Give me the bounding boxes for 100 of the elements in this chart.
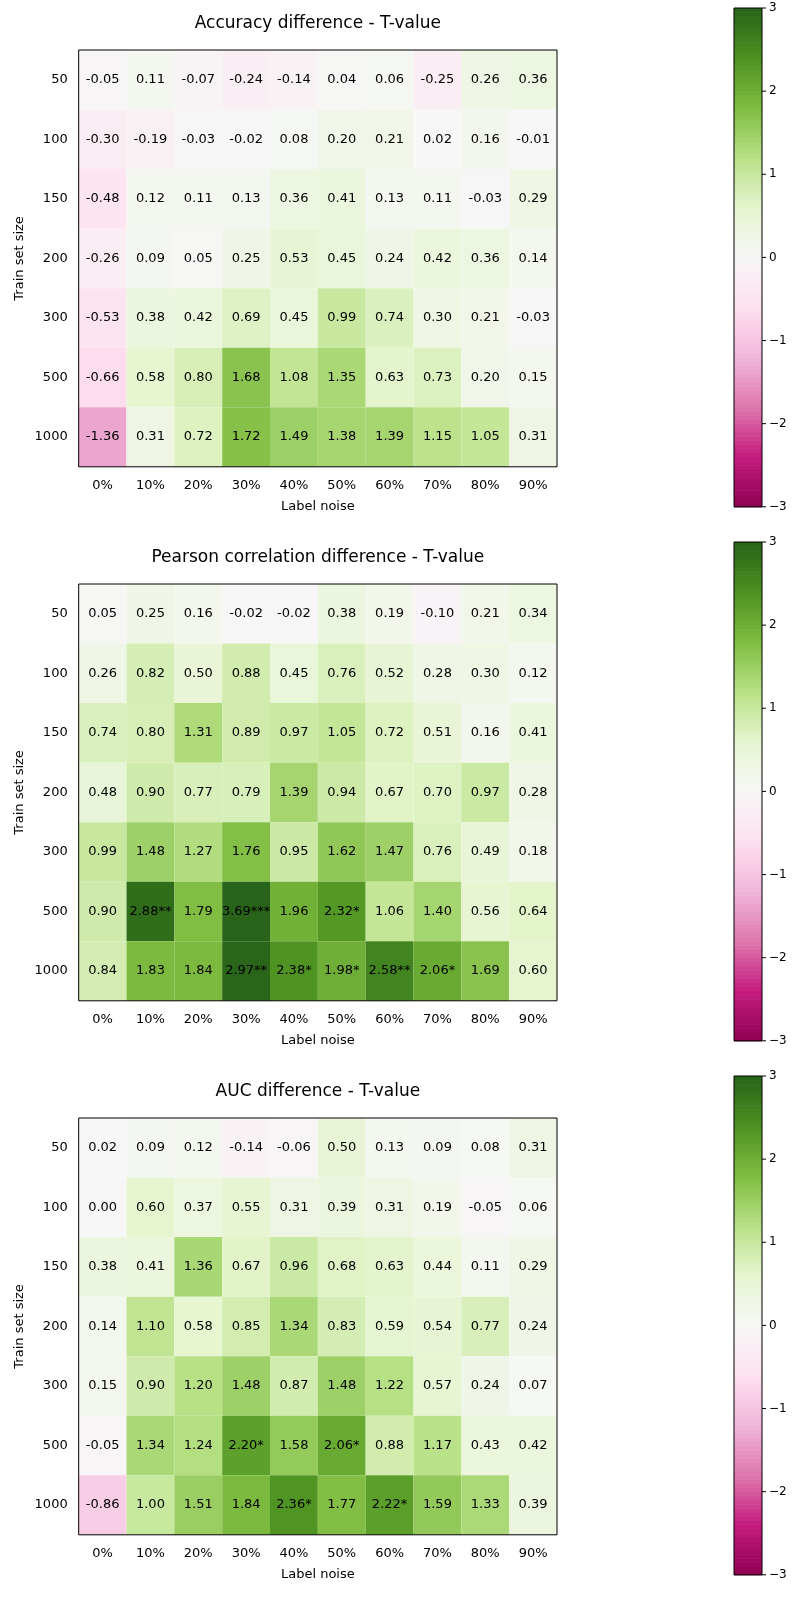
data-label: 0.02: [422, 130, 452, 146]
data-label: 0.42: [422, 249, 452, 265]
x-tick-label: 50%: [327, 1010, 357, 1026]
data-label: 1.24: [183, 1436, 213, 1452]
x-tick-label: 40%: [279, 1010, 309, 1026]
y-tick-label: 200: [42, 249, 68, 265]
data-label: 0.41: [135, 1258, 165, 1274]
data-label: 1.48: [327, 1377, 357, 1393]
data-label: 0.20: [470, 368, 500, 384]
data-label: 0.13: [231, 190, 261, 206]
data-label: 0.05: [88, 605, 118, 621]
x-tick-label: 90%: [518, 1010, 548, 1026]
data-label: 0.44: [422, 1258, 452, 1274]
data-label: -0.14: [277, 71, 311, 87]
data-label: 0.20: [327, 130, 357, 146]
data-label: 0.29: [518, 190, 548, 206]
data-label: 0.42: [183, 309, 213, 325]
data-label: 0.34: [518, 605, 548, 621]
x-tick-label: 50%: [327, 1544, 357, 1560]
x-tick-label: 30%: [231, 1010, 261, 1026]
data-label: 0.70: [422, 783, 452, 799]
y-tick-label: 200: [42, 783, 68, 799]
data-label: 0.97: [279, 724, 309, 740]
data-label: 0.41: [518, 724, 548, 740]
data-label: 1.76: [231, 843, 261, 859]
data-label: 1.17: [422, 1436, 452, 1452]
x-tick-label: 70%: [422, 476, 452, 492]
data-label: 2.06*: [419, 962, 456, 978]
data-label: 0.88: [375, 1436, 405, 1452]
y-tick-label: 50: [51, 605, 68, 621]
data-label: 1.48: [231, 1377, 261, 1393]
data-label: 0.94: [327, 783, 357, 799]
data-label: 0.15: [88, 1377, 118, 1393]
data-label: 1.62: [327, 843, 357, 859]
data-label: 1.39: [279, 783, 309, 799]
data-label: 1.48: [135, 843, 165, 859]
y-tick-label: 500: [42, 902, 68, 918]
chart-title: Pearson correlation difference - T-value: [151, 546, 485, 566]
data-label: 0.21: [470, 605, 500, 621]
data-label: -0.03: [516, 309, 550, 325]
data-label: 0.52: [375, 664, 405, 680]
data-label: 0.49: [470, 843, 500, 859]
data-label: 0.80: [183, 368, 213, 384]
data-label: 0.84: [88, 962, 118, 978]
color-bar-label: 1: [769, 1234, 777, 1249]
data-label: 0.55: [231, 1198, 261, 1214]
data-label: 0.30: [422, 309, 452, 325]
color-bar-label: −3: [769, 498, 787, 513]
data-label: 1.58: [279, 1436, 309, 1452]
data-label: 0.16: [470, 724, 500, 740]
data-label: 0.77: [183, 783, 213, 799]
y-axis-title: Train set size: [11, 216, 27, 302]
data-label: 2.88**: [129, 902, 172, 918]
data-label: 0.99: [88, 843, 118, 859]
data-label: 2.36*: [276, 1496, 313, 1512]
data-label: -0.48: [85, 190, 120, 206]
data-label: 0.90: [88, 902, 118, 918]
y-axis-title: Train set size: [11, 750, 27, 836]
color-bar-label: 2: [769, 83, 777, 98]
data-label: 1.27: [183, 843, 213, 859]
y-tick-label: 100: [42, 130, 68, 146]
data-label: 1.39: [375, 428, 405, 444]
data-label: 0.12: [135, 190, 165, 206]
data-label: 0.45: [327, 249, 357, 265]
color-bar-label: −1: [769, 332, 787, 347]
x-tick-label: 30%: [231, 476, 261, 492]
data-label: 1.96: [279, 902, 309, 918]
color-bar-label: −2: [769, 415, 787, 430]
x-tick-label: 50%: [327, 476, 357, 492]
data-label: 0.50: [183, 664, 213, 680]
data-label: 1.59: [422, 1496, 452, 1512]
data-label: 0.24: [470, 1377, 500, 1393]
data-label: 0.39: [518, 1496, 548, 1512]
data-label: 1.35: [327, 368, 357, 384]
data-label: 0.90: [135, 783, 165, 799]
x-tick-label: 80%: [470, 1544, 500, 1560]
data-label: -0.26: [85, 249, 120, 265]
data-label: 0.68: [327, 1258, 357, 1274]
data-label: 0.77: [470, 1317, 500, 1333]
data-label: 0.06: [375, 71, 405, 87]
y-tick-label: 300: [42, 1377, 68, 1393]
data-label: -0.19: [133, 130, 168, 146]
data-label: 1.22: [375, 1377, 405, 1393]
data-label: 0.13: [375, 190, 405, 206]
data-label: -0.07: [181, 71, 216, 87]
data-label: 1.40: [422, 902, 452, 918]
data-label: 0.96: [279, 1258, 309, 1274]
color-bar-label: −1: [769, 866, 787, 881]
data-label: 0.00: [88, 1198, 118, 1214]
data-label: 0.67: [231, 1258, 261, 1274]
y-tick-label: 1000: [34, 962, 68, 978]
x-tick-label: 70%: [422, 1544, 452, 1560]
data-label: 0.28: [518, 783, 548, 799]
data-label: 0.16: [183, 605, 213, 621]
data-label: 1.15: [422, 428, 452, 444]
data-label: 0.28: [422, 664, 452, 680]
data-label: 0.06: [518, 1198, 548, 1214]
data-label: 0.50: [327, 1139, 357, 1155]
color-bar-label: 0: [769, 1317, 777, 1332]
data-label: 1.34: [279, 1317, 309, 1333]
